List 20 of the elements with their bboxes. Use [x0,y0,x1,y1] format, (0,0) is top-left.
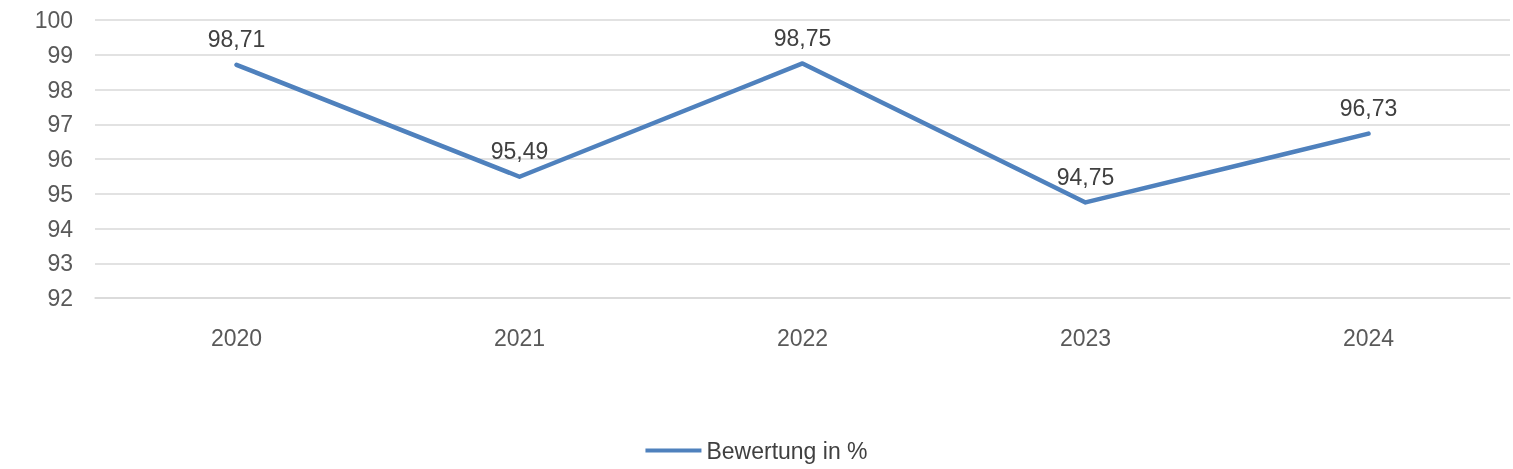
x-tick-label: 2022 [776,324,829,351]
x-tick-label: 2020 [210,324,263,351]
x-tick-label: 2024 [1342,324,1395,351]
y-tick-label: 93 [47,250,73,277]
x-tick-label: 2023 [1059,324,1112,351]
y-tick-label: 96 [47,146,73,172]
y-tick-label: 98 [47,76,73,103]
data-label: 95,49 [490,138,549,165]
y-tick-label: 100 [34,7,73,33]
x-tick-label: 2021 [493,324,546,351]
legend-label: Bewertung in % [706,437,868,464]
data-label: 98,75 [773,24,832,51]
y-tick-label: 94 [47,215,74,242]
y-tick-label: 99 [47,41,73,68]
data-label: 98,71 [207,26,266,53]
data-label: 94,75 [1056,163,1115,190]
y-tick-label: 95 [47,180,73,207]
y-tick-label: 92 [47,285,73,311]
data-label: 96,73 [1339,95,1398,122]
y-tick-label: 97 [47,111,73,138]
